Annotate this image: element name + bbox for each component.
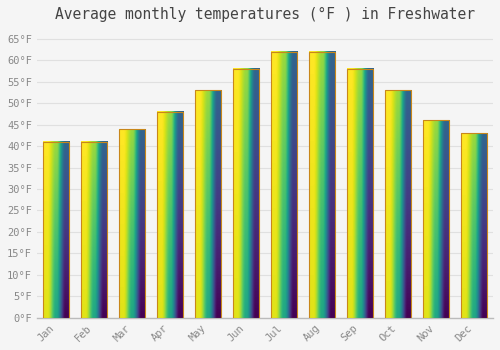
Bar [118, 129, 145, 318]
Bar [422, 120, 450, 318]
Bar [460, 133, 487, 318]
Bar [384, 90, 411, 318]
Bar [156, 112, 183, 318]
Bar [42, 142, 69, 318]
Bar [308, 51, 336, 318]
Bar [80, 142, 107, 318]
Title: Average monthly temperatures (°F ) in Freshwater: Average monthly temperatures (°F ) in Fr… [55, 7, 475, 22]
Bar [346, 69, 374, 318]
Bar [270, 51, 297, 318]
Bar [194, 90, 221, 318]
Bar [232, 69, 259, 318]
